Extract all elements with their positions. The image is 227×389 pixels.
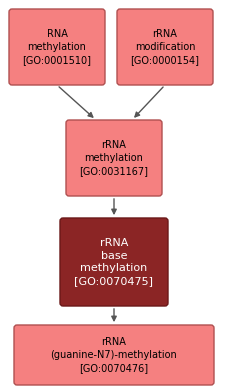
FancyBboxPatch shape xyxy=(14,325,213,385)
FancyBboxPatch shape xyxy=(9,9,105,85)
Text: RNA
methylation
[GO:0001510]: RNA methylation [GO:0001510] xyxy=(22,29,91,65)
FancyBboxPatch shape xyxy=(116,9,212,85)
Text: rRNA
modification
[GO:0000154]: rRNA modification [GO:0000154] xyxy=(130,29,199,65)
Text: rRNA
methylation
[GO:0031167]: rRNA methylation [GO:0031167] xyxy=(79,140,148,176)
FancyBboxPatch shape xyxy=(60,218,167,306)
FancyBboxPatch shape xyxy=(66,120,161,196)
Text: rRNA
(guanine-N7)-methylation
[GO:0070476]: rRNA (guanine-N7)-methylation [GO:007047… xyxy=(50,337,177,373)
Text: rRNA
base
methylation
[GO:0070475]: rRNA base methylation [GO:0070475] xyxy=(74,238,153,286)
